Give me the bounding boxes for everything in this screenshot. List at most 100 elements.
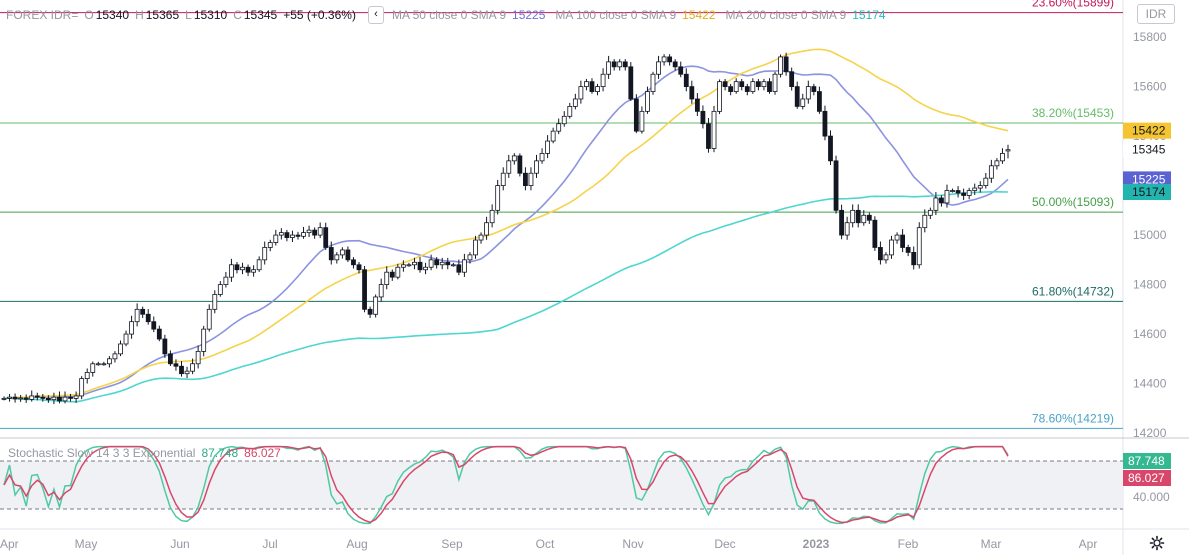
y-tick-label: 14800 bbox=[1133, 278, 1167, 292]
candle bbox=[168, 350, 173, 366]
candle bbox=[234, 262, 240, 274]
price-tag: 15225 bbox=[1123, 171, 1171, 188]
candle bbox=[23, 394, 29, 403]
candle bbox=[994, 158, 1000, 170]
collapse-legend-button[interactable]: ‹ bbox=[367, 6, 384, 24]
candle bbox=[817, 86, 822, 114]
candle bbox=[523, 167, 528, 191]
candle bbox=[273, 229, 279, 246]
candle bbox=[661, 54, 667, 66]
candle bbox=[761, 78, 767, 91]
currency-selector[interactable]: IDR bbox=[1137, 4, 1175, 24]
candle bbox=[201, 325, 207, 357]
candle bbox=[767, 78, 772, 94]
candle bbox=[106, 356, 112, 368]
ma100-label[interactable]: MA 100 close 0 SMA 9 bbox=[555, 8, 677, 22]
candle bbox=[301, 226, 306, 239]
svg-text:15225: 15225 bbox=[1132, 172, 1166, 186]
fib-label: 38.20%(15453) bbox=[1032, 106, 1114, 120]
chart-legend-header: FOREX IDR= O 15340 H 15365 L 15310 C 153… bbox=[6, 6, 892, 24]
ma50-label[interactable]: MA 50 close 0 SMA 9 bbox=[391, 8, 507, 22]
candle bbox=[373, 294, 379, 318]
stochastic-k-value: 87.748 bbox=[201, 446, 239, 460]
price-axis[interactable]: 1420014400146001480015000152001540015600… bbox=[1133, 30, 1167, 440]
candle bbox=[445, 257, 451, 270]
y-tick-label: 14600 bbox=[1133, 327, 1167, 341]
time-axis[interactable]: Apr May Jun Jul Aug Sep Oct Nov Dec 2023 Feb Mar Apr bbox=[0, 537, 1097, 551]
candle bbox=[988, 159, 994, 183]
candle bbox=[822, 105, 828, 141]
high-label: H bbox=[135, 8, 144, 22]
candle bbox=[145, 309, 151, 325]
candle bbox=[101, 361, 107, 366]
candle bbox=[500, 167, 506, 191]
ma200-label[interactable]: MA 200 close 0 SMA 9 bbox=[725, 8, 847, 22]
candle bbox=[916, 222, 922, 269]
ma200-value: 15174 bbox=[852, 8, 886, 22]
candle bbox=[961, 188, 967, 200]
candle bbox=[190, 358, 195, 375]
stochastic-scale-label: 40.000 bbox=[1133, 490, 1170, 504]
candle bbox=[600, 68, 606, 92]
candle bbox=[378, 278, 384, 302]
x-tick-label: Jun bbox=[170, 537, 189, 551]
candle bbox=[34, 392, 40, 401]
candle bbox=[29, 390, 35, 402]
stochastic-d-line bbox=[3, 445, 1009, 524]
candle bbox=[267, 239, 273, 252]
candle bbox=[794, 81, 800, 109]
candle bbox=[889, 235, 894, 259]
stochastic-label[interactable]: Stochastic Slow 14 3 3 Exponential bbox=[8, 446, 196, 460]
fib-label: 61.80%(14732) bbox=[1032, 284, 1114, 298]
candle bbox=[95, 361, 101, 366]
stochastic-legend: Stochastic Slow 14 3 3 Exponential 87.74… bbox=[8, 446, 281, 460]
candle bbox=[950, 188, 955, 193]
candle bbox=[744, 83, 750, 96]
candle bbox=[212, 290, 218, 314]
candle bbox=[345, 246, 351, 263]
close-value: 15345 bbox=[243, 8, 278, 22]
x-tick-label: Apr bbox=[1079, 537, 1098, 551]
candle bbox=[339, 247, 345, 259]
candle bbox=[90, 361, 96, 377]
candle bbox=[606, 55, 612, 79]
candle bbox=[955, 186, 961, 198]
candle bbox=[389, 269, 395, 281]
candle bbox=[461, 253, 467, 277]
candle bbox=[68, 393, 73, 402]
candle bbox=[545, 135, 551, 159]
candle bbox=[672, 59, 678, 71]
candle bbox=[217, 281, 223, 297]
open-label: O bbox=[84, 8, 94, 22]
candle bbox=[195, 345, 201, 369]
candle bbox=[539, 148, 545, 164]
candle bbox=[306, 225, 312, 238]
ma-line bbox=[3, 191, 1009, 403]
candle bbox=[45, 395, 51, 403]
candle bbox=[728, 83, 734, 96]
gear-icon[interactable] bbox=[1149, 535, 1165, 551]
ma50-value: 15225 bbox=[512, 8, 546, 22]
x-tick-label: Nov bbox=[622, 537, 643, 551]
stochastic-band bbox=[0, 461, 1123, 509]
candle bbox=[944, 184, 950, 208]
candle bbox=[739, 78, 745, 91]
candle bbox=[622, 59, 628, 71]
candle bbox=[62, 391, 68, 404]
symbol-name[interactable]: FOREX IDR= bbox=[6, 8, 79, 22]
candle bbox=[506, 154, 512, 178]
candle bbox=[833, 155, 839, 214]
close-label: C bbox=[233, 8, 242, 22]
candle bbox=[667, 54, 673, 66]
candle bbox=[51, 392, 57, 405]
candle bbox=[7, 393, 12, 402]
candle bbox=[700, 105, 706, 129]
candle bbox=[778, 54, 783, 78]
y-tick-label: 15000 bbox=[1133, 228, 1167, 242]
y-tick-label: 14400 bbox=[1133, 377, 1167, 391]
price-tag: 15422 bbox=[1123, 122, 1171, 139]
candle bbox=[118, 340, 123, 357]
candle bbox=[611, 59, 617, 71]
